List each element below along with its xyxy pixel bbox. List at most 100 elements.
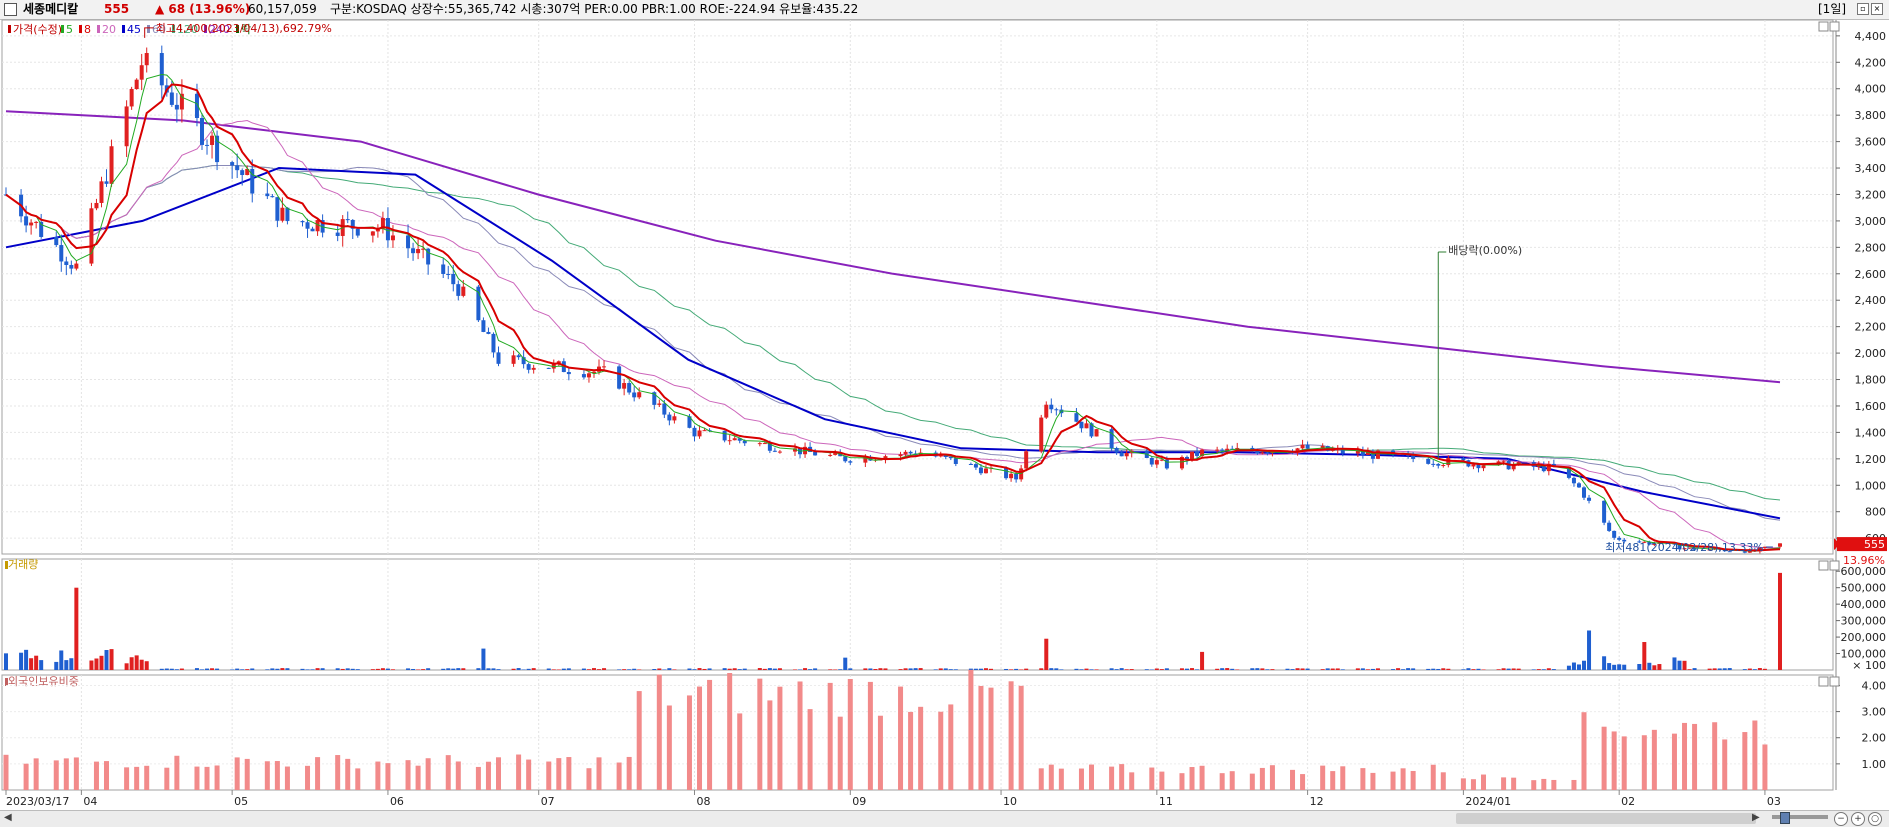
- volume-bar: [94, 658, 99, 670]
- foreign-bar: [1722, 739, 1728, 790]
- volume-bar: [385, 668, 390, 670]
- foreign-bar: [485, 761, 491, 790]
- candle-body: [1762, 546, 1767, 548]
- horizontal-scrollbar[interactable]: ◀ ▶ − + ○: [0, 810, 1889, 827]
- select-checkbox[interactable]: [4, 3, 17, 16]
- volume-bar: [793, 669, 798, 670]
- volume-bar: [164, 668, 169, 670]
- y-tick-label: 1,600: [1855, 400, 1887, 413]
- candle-body: [350, 219, 355, 229]
- foreign-title-swatch: [5, 678, 8, 686]
- volume-panel-close-icon[interactable]: [1829, 560, 1840, 571]
- scroll-right-icon[interactable]: ▶: [1752, 812, 1760, 823]
- foreign-bar: [1018, 685, 1024, 790]
- candle-body: [64, 261, 69, 265]
- price-change: ▲ 68 (13.96%): [155, 2, 251, 16]
- volume-bar: [551, 669, 556, 670]
- foreign-bar: [1038, 768, 1044, 790]
- volume-bar: [1446, 668, 1451, 670]
- volume-bar: [948, 669, 953, 670]
- volume-bar: [1516, 668, 1521, 670]
- volume-bar: [1571, 662, 1576, 670]
- stock-name[interactable]: 세종메디칼: [23, 2, 79, 16]
- candle-body: [1074, 413, 1079, 422]
- candle-body: [1617, 537, 1622, 540]
- zoom-in-icon[interactable]: +: [1851, 812, 1865, 826]
- candle-body: [1260, 452, 1265, 454]
- chart-canvas[interactable]: 2023/03/17 04 05 06 07 08 09 10 11 12 2024/01 02 03 4…: [0, 0, 1889, 810]
- foreign-bar: [495, 757, 501, 790]
- candle-body: [1119, 452, 1124, 457]
- volume-bar: [486, 668, 491, 670]
- candle-body: [1179, 456, 1184, 469]
- last-change-pct: 13.96%: [1843, 554, 1885, 567]
- candle-body: [250, 168, 255, 194]
- foreign-bar: [1541, 778, 1547, 790]
- candle-body: [1541, 464, 1546, 472]
- volume-bar: [1144, 669, 1149, 670]
- foreign-panel-close-icon[interactable]: [1829, 676, 1840, 687]
- candle-body: [581, 374, 586, 378]
- zoom-reset-icon[interactable]: ○: [1868, 812, 1882, 826]
- volume-bar: [938, 668, 943, 670]
- candle-body: [69, 264, 74, 269]
- foreign-bar: [1199, 765, 1205, 790]
- candle-body: [1215, 449, 1220, 451]
- volume-bar: [798, 669, 803, 670]
- candle-body: [205, 144, 210, 146]
- zoom-out-icon[interactable]: −: [1834, 812, 1848, 826]
- minimize-icon[interactable]: ▫: [1857, 3, 1869, 15]
- volume-panel-minimize-icon[interactable]: [1818, 560, 1829, 571]
- foreign-bar: [3, 754, 9, 790]
- foreign-y-tick-label: 2.00: [1862, 732, 1887, 745]
- scroll-thumb[interactable]: [1456, 813, 1756, 824]
- candle-body: [1330, 449, 1335, 451]
- volume-bar: [1079, 669, 1084, 670]
- volume-bar: [1762, 668, 1767, 670]
- volume-bar: [335, 668, 340, 670]
- x-tick-label: 04: [83, 795, 97, 808]
- ma60-line: [5, 165, 1781, 521]
- candle-body: [526, 364, 531, 370]
- candle-body: [265, 193, 270, 197]
- foreign-bar: [827, 682, 833, 790]
- candle-body: [732, 438, 737, 441]
- candle-body: [1014, 473, 1019, 480]
- candle-body: [973, 464, 978, 468]
- foreign-bar: [1511, 777, 1517, 790]
- candle-body: [1707, 549, 1712, 551]
- price-panel-minimize-icon[interactable]: [1818, 21, 1829, 32]
- candle-body: [1682, 548, 1687, 550]
- x-tick-label: 11: [1159, 795, 1173, 808]
- volume-bar: [1059, 669, 1064, 670]
- foreign-bar: [1531, 780, 1537, 790]
- period-selector[interactable]: [1일]: [1818, 2, 1847, 16]
- volume-bar: [1391, 669, 1396, 670]
- volume-bar: [617, 669, 622, 670]
- zoom-slider-handle[interactable]: [1780, 812, 1790, 824]
- foreign-bar: [214, 765, 220, 790]
- volume-bar: [1496, 669, 1501, 670]
- candle-body: [1778, 543, 1782, 547]
- candle-body: [99, 181, 104, 203]
- price-panel-close-icon[interactable]: [1829, 21, 1840, 32]
- candle-body: [1727, 551, 1732, 553]
- candle-body: [169, 92, 174, 105]
- close-icon[interactable]: ×: [1871, 3, 1883, 15]
- foreign-bar: [656, 674, 662, 790]
- candle-body: [1004, 467, 1009, 479]
- volume-bar: [1255, 668, 1260, 670]
- candle-body: [898, 454, 903, 457]
- volume-bar: [873, 668, 878, 670]
- candle-body: [637, 392, 642, 398]
- volume-bar: [526, 668, 531, 670]
- scroll-left-icon[interactable]: ◀: [4, 812, 12, 823]
- foreign-panel-minimize-icon[interactable]: [1818, 676, 1829, 687]
- volume-unit-label: × 100: [1852, 659, 1886, 672]
- candle-body: [516, 355, 521, 358]
- candle-body: [687, 416, 692, 428]
- zoom-slider-track[interactable]: [1772, 815, 1828, 819]
- candle-body: [1647, 541, 1652, 545]
- candle-body: [586, 373, 591, 378]
- foreign-bar: [1360, 768, 1366, 790]
